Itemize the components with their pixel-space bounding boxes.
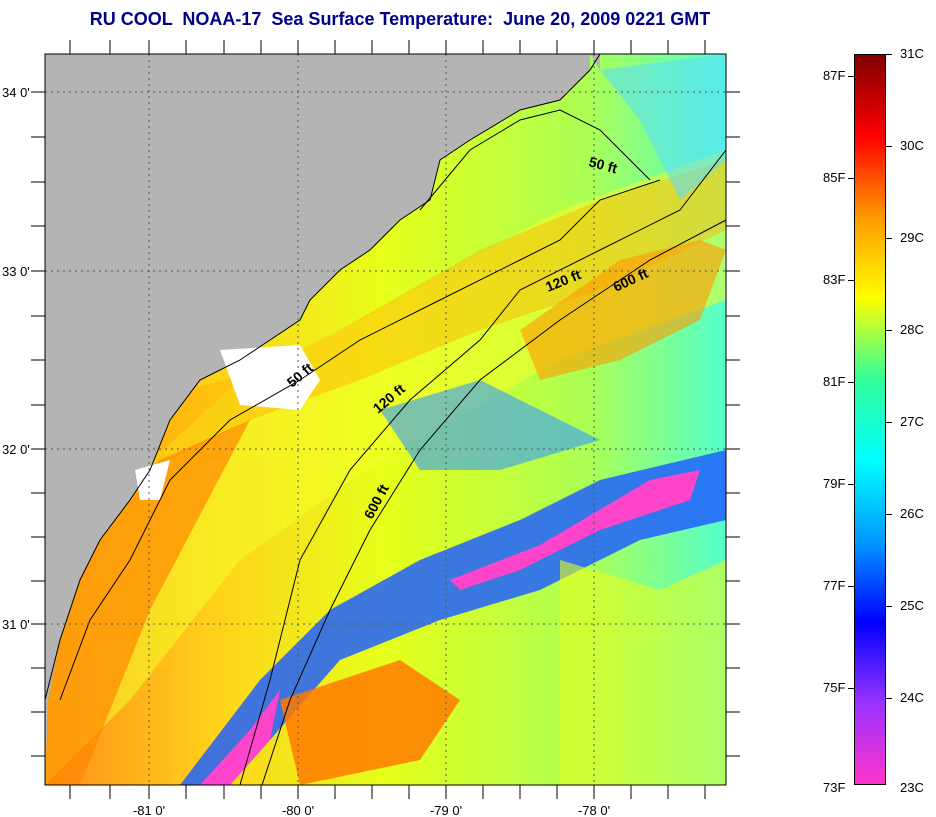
lon-tick-label: -80 0' bbox=[282, 803, 314, 817]
colorbar-tick bbox=[848, 586, 854, 587]
colorbar-fahrenheit-label: 75F bbox=[823, 680, 846, 695]
lon-tick-label: -81 0' bbox=[133, 803, 165, 817]
warm-nearshore-band bbox=[45, 160, 726, 520]
colorbar-fahrenheit-label: 73F bbox=[823, 780, 846, 795]
cold-patch-offshore bbox=[450, 470, 700, 590]
graticule bbox=[45, 54, 726, 785]
colorbar-celsius-label: 28C bbox=[900, 322, 924, 337]
coastline bbox=[45, 54, 601, 701]
cold-patch-south bbox=[200, 690, 280, 785]
axis-ticks bbox=[31, 40, 740, 799]
colorbar-fahrenheit-label: 79F bbox=[823, 476, 846, 491]
colorbar-fahrenheit-label: 87F bbox=[823, 68, 846, 83]
cool-nearshore-north bbox=[600, 54, 726, 200]
isobath-50ft bbox=[59, 179, 661, 701]
colorbar-celsius-label: 31C bbox=[900, 46, 924, 61]
lat-tick-label: 33 0' bbox=[2, 264, 30, 279]
cloud-mask-1 bbox=[220, 345, 320, 410]
colorbar-fahrenheit-label: 81F bbox=[823, 374, 846, 389]
warm-eddy-south bbox=[280, 660, 460, 785]
colorbar-celsius-label: 25C bbox=[900, 598, 924, 613]
lon-tick-label: -78 0' bbox=[578, 803, 610, 817]
colorbar-tick bbox=[848, 382, 854, 383]
lat-tick-label: 34 0' bbox=[2, 85, 30, 100]
colorbar-tick bbox=[886, 698, 892, 699]
colorbar-celsius-label: 24C bbox=[900, 690, 924, 705]
colorbar-tick bbox=[886, 514, 892, 515]
colorbar-fahrenheit-label: 83F bbox=[823, 272, 846, 287]
colorbar-celsius-label: 26C bbox=[900, 506, 924, 521]
colorbar-tick bbox=[886, 54, 892, 55]
colorbar-fahrenheit-label: 85F bbox=[823, 170, 846, 185]
cloud-mask-2 bbox=[135, 460, 170, 500]
land-mass bbox=[45, 54, 590, 785]
colorbar-tick bbox=[848, 280, 854, 281]
colorbar-celsius-label: 29C bbox=[900, 230, 924, 245]
colorbar-tick bbox=[848, 76, 854, 77]
isobath-600ft bbox=[261, 219, 726, 785]
lat-tick-label: 32 0' bbox=[2, 442, 30, 457]
isobath-50ft-north bbox=[419, 109, 651, 211]
colorbar-celsius-label: 23C bbox=[900, 780, 924, 795]
warm-eddy-north bbox=[520, 240, 726, 380]
lat-tick-label: 31 0' bbox=[2, 617, 30, 632]
colorbar-tick bbox=[848, 688, 854, 689]
isobath-120ft bbox=[239, 149, 726, 785]
plot-frame bbox=[44, 53, 727, 786]
colorbar-tick bbox=[886, 606, 892, 607]
isobath-label-50ft: 50 ft bbox=[587, 153, 619, 176]
colorbar-celsius-label: 30C bbox=[900, 138, 924, 153]
colorbar-tick bbox=[848, 484, 854, 485]
colorbar-tick bbox=[886, 146, 892, 147]
colorbar-celsius-label: 27C bbox=[900, 414, 924, 429]
colorbar-tick bbox=[886, 422, 892, 423]
lon-tick-label: -79 0' bbox=[430, 803, 462, 817]
cool-eddy bbox=[380, 380, 600, 470]
plot-area bbox=[45, 54, 726, 785]
colorbar-tick bbox=[848, 178, 854, 179]
colorbar-tick bbox=[886, 330, 892, 331]
offshore-warm-water bbox=[560, 560, 726, 785]
colorbar-fahrenheit-label: 77F bbox=[823, 578, 846, 593]
coastal-warm-water bbox=[45, 420, 250, 785]
colorbar bbox=[854, 54, 886, 785]
chart-title: RU COOL NOAA-17 Sea Surface Temperature:… bbox=[89, 9, 711, 29]
colorbar-tick bbox=[886, 238, 892, 239]
